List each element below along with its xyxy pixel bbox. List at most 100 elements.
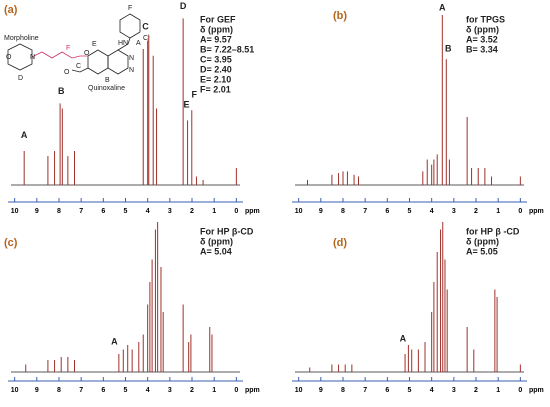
x-tick-label: 6 xyxy=(385,208,389,215)
legend-title: For HP β-CD xyxy=(200,226,254,236)
x-tick-label: 5 xyxy=(408,387,412,394)
peak-label: A xyxy=(21,130,28,140)
x-tick-label: 8 xyxy=(341,387,345,394)
panel-label: (c) xyxy=(4,237,18,249)
structure-label: F xyxy=(128,5,132,12)
panel-label: (a) xyxy=(4,4,18,16)
panel-label: (b) xyxy=(333,10,347,22)
structure-label: O xyxy=(6,54,12,61)
x-tick-label: 3 xyxy=(168,387,172,394)
x-tick-label: 2 xyxy=(190,208,194,215)
x-tick-label: 1 xyxy=(212,387,216,394)
structure-label: Cl xyxy=(143,35,150,42)
structure-label: D xyxy=(18,75,23,82)
x-tick-label: 5 xyxy=(124,208,128,215)
peak-label: A xyxy=(400,333,407,343)
legend-note: A= 3.52 xyxy=(466,34,498,44)
ring xyxy=(7,43,33,71)
structure-label: HN xyxy=(118,40,128,47)
structure-label: E xyxy=(92,41,97,48)
x-tick-label: 8 xyxy=(57,208,61,215)
bond xyxy=(71,67,89,73)
x-tick-label: 1 xyxy=(212,208,216,215)
x-tick-label: 6 xyxy=(101,208,105,215)
legend-title: for HP β -CD xyxy=(466,226,520,236)
x-tick-label: 8 xyxy=(341,208,345,215)
x-tick-label: 0 xyxy=(234,208,238,215)
structure-label: F xyxy=(66,45,70,52)
x-tick-label: 4 xyxy=(146,387,150,394)
legend-subtitle: δ (ppm) xyxy=(200,24,233,34)
structure-label: O xyxy=(84,50,90,57)
x-tick-label: 9 xyxy=(35,387,39,394)
x-tick-label: 10 xyxy=(11,208,19,215)
peak-label: E xyxy=(183,99,189,109)
x-tick-label: 0 xyxy=(518,387,522,394)
x-tick-label: 7 xyxy=(363,208,367,215)
structure-label: C xyxy=(76,63,81,70)
x-tick-label: 7 xyxy=(363,387,367,394)
panel-label: (d) xyxy=(333,237,347,249)
peak-label: B xyxy=(445,43,452,53)
x-tick-label: 2 xyxy=(474,387,478,394)
legend-title: for TPGS xyxy=(466,14,505,24)
x-tick-label: 9 xyxy=(319,208,323,215)
x-tick-label: 3 xyxy=(168,208,172,215)
x-tick-label: 10 xyxy=(11,387,19,394)
x-tick-label: 6 xyxy=(101,387,105,394)
structure-label: O xyxy=(64,69,70,76)
legend-note: A= 9.57 xyxy=(200,34,232,44)
x-axis-label: ppm xyxy=(245,208,260,215)
structure-label: B xyxy=(105,77,110,84)
x-tick-label: 3 xyxy=(452,208,456,215)
legend-subtitle: δ (ppm) xyxy=(200,236,233,246)
x-tick-label: 5 xyxy=(408,208,412,215)
x-tick-label: 5 xyxy=(124,387,128,394)
x-tick-label: 4 xyxy=(146,208,150,215)
x-tick-label: 10 xyxy=(295,208,303,215)
x-tick-label: 1 xyxy=(496,387,500,394)
x-tick-label: 8 xyxy=(57,387,61,394)
legend-subtitle: δ (ppm) xyxy=(466,24,499,34)
legend-note: B= 3.34 xyxy=(466,44,498,54)
x-tick-label: 1 xyxy=(496,208,500,215)
ring xyxy=(119,13,141,39)
x-tick-label: 0 xyxy=(518,208,522,215)
peak-label: B xyxy=(58,86,65,96)
structure-label: A xyxy=(136,40,141,47)
peak-label: F xyxy=(191,89,197,99)
x-axis-label: ppm xyxy=(529,387,544,394)
x-tick-label: 2 xyxy=(474,208,478,215)
x-tick-label: 0 xyxy=(234,387,238,394)
legend-note: E= 2.10 xyxy=(200,74,231,84)
legend-note: A= 5.05 xyxy=(466,246,498,256)
x-axis-label: ppm xyxy=(245,387,260,394)
x-tick-label: 4 xyxy=(430,208,434,215)
peak-label: C xyxy=(142,21,149,31)
x-tick-label: 7 xyxy=(79,208,83,215)
chain xyxy=(31,51,88,59)
legend-note: A= 5.04 xyxy=(200,246,232,256)
structure-label: Quinoxaline xyxy=(88,85,125,92)
legend-title: For GEF xyxy=(200,14,236,24)
legend-note: C= 3.95 xyxy=(200,54,232,64)
legend-note: B= 7.22–8.51 xyxy=(200,44,254,54)
legend-note: D= 2.40 xyxy=(200,64,232,74)
x-tick-label: 6 xyxy=(385,387,389,394)
peak-label: A xyxy=(439,3,446,13)
x-tick-label: 9 xyxy=(319,387,323,394)
x-tick-label: 3 xyxy=(452,387,456,394)
legend-subtitle: δ (ppm) xyxy=(466,236,499,246)
x-tick-label: 9 xyxy=(35,208,39,215)
peak-label: D xyxy=(180,1,187,11)
structure-label: Morpholine xyxy=(4,35,39,42)
x-axis-label: ppm xyxy=(529,208,544,215)
structure-label: N xyxy=(30,54,35,61)
ring xyxy=(107,49,129,75)
peak-label: A xyxy=(111,336,118,346)
